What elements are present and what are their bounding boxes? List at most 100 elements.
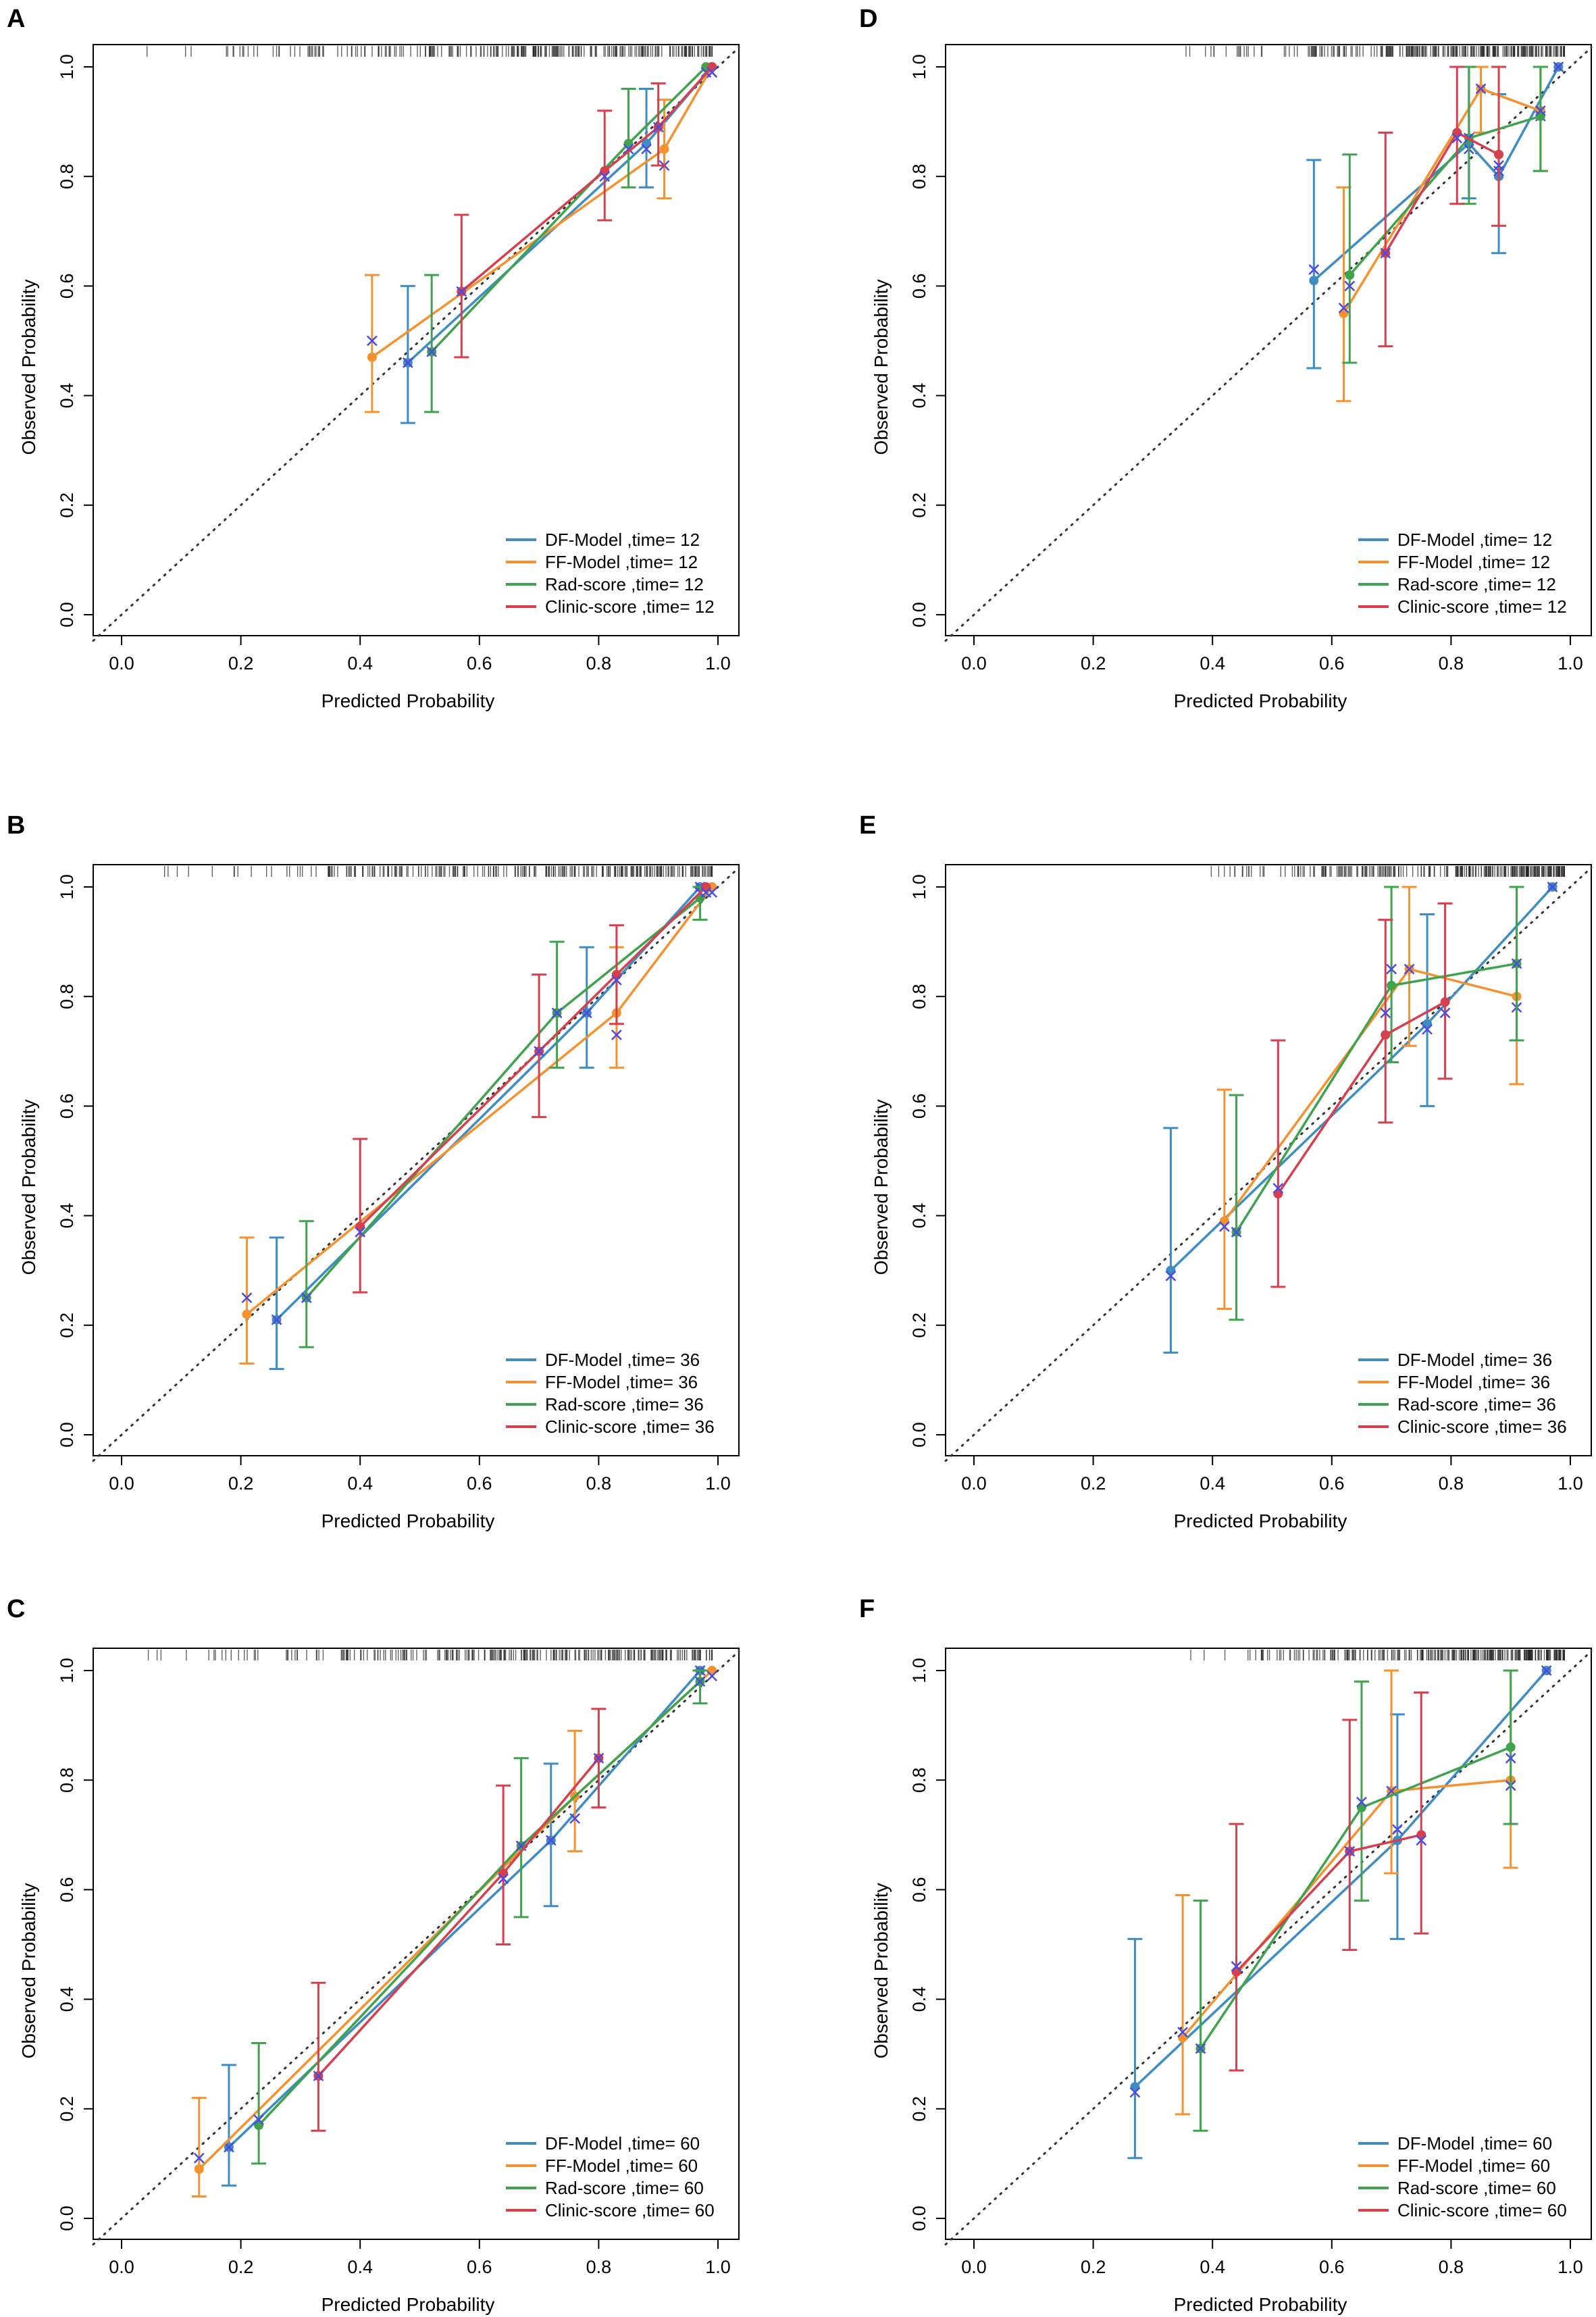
plot-frame <box>93 44 740 636</box>
panel-letter: B <box>7 811 25 840</box>
series-line <box>257 1680 701 2127</box>
x-tick-label: 0.8 <box>1439 1473 1464 1494</box>
y-axis-label: Observed Probability <box>871 280 892 455</box>
x-tick-label: 0.2 <box>1081 653 1106 673</box>
bias-corrected-marker <box>545 1835 557 1846</box>
x-tick-label: 0.8 <box>586 653 612 673</box>
data-point <box>1387 980 1397 990</box>
bias-corrected-marker <box>426 346 438 357</box>
series-line <box>317 1757 600 2077</box>
legend-label: DF-Model ,time= 60 <box>545 2133 700 2154</box>
bias-corrected-marker <box>271 1314 282 1325</box>
data-point <box>1505 1742 1516 1752</box>
x-tick-label: 0.6 <box>1319 1473 1345 1494</box>
bias-corrected-marker <box>241 1292 253 1304</box>
bias-corrected-marker <box>366 335 378 347</box>
x-tick-label: 1.0 <box>705 1473 731 1494</box>
y-tick-label: 0.4 <box>909 1987 929 2012</box>
bias-corrected-marker <box>193 2152 205 2164</box>
data-point <box>1381 1029 1391 1040</box>
x-tick-label: 0.6 <box>467 2257 492 2277</box>
rug-marks <box>1190 1650 1565 1660</box>
y-tick-label: 0.6 <box>57 1877 77 1903</box>
x-tick-label: 0.8 <box>586 2257 612 2277</box>
x-tick-label: 0.4 <box>347 653 373 673</box>
legend-label: DF-Model ,time= 12 <box>545 530 700 550</box>
data-point <box>1494 149 1504 159</box>
legend-label: FF-Model ,time= 60 <box>545 2156 698 2176</box>
bias-corrected-marker <box>1231 1961 1242 1972</box>
bias-corrected-marker <box>1177 2027 1188 2038</box>
y-tick-label: 0.2 <box>909 1313 929 1338</box>
x-tick-label: 0.2 <box>228 2257 254 2277</box>
x-tick-label: 0.4 <box>347 1473 373 1494</box>
data-point <box>659 144 669 154</box>
bias-corrected-marker <box>593 1752 604 1764</box>
x-tick-label: 0.4 <box>1200 1473 1225 1494</box>
series-ff <box>1216 886 1524 1310</box>
x-tick-label: 0.2 <box>1081 1473 1106 1494</box>
legend-label: Rad-score ,time= 12 <box>545 574 704 594</box>
data-point <box>1440 997 1450 1007</box>
y-tick-label: 0.8 <box>57 1767 77 1793</box>
x-tick-label: 0.2 <box>1081 2257 1106 2277</box>
panel-letter: D <box>859 5 877 33</box>
bias-corrected-marker <box>498 1873 509 1885</box>
bias-corrected-marker <box>1392 1824 1403 1835</box>
x-tick-label: 0.6 <box>467 653 492 673</box>
x-tick-label: 0.6 <box>467 1473 492 1494</box>
data-point <box>194 2164 204 2174</box>
y-tick-label: 0.0 <box>57 1422 77 1448</box>
y-tick-label: 0.6 <box>909 1877 929 1903</box>
series-line <box>1313 66 1560 282</box>
x-tick-label: 0.0 <box>961 1473 987 1494</box>
plot-frame <box>945 864 1592 1456</box>
bias-corrected-marker <box>1547 882 1558 892</box>
bias-corrected-marker <box>534 1046 544 1057</box>
x-tick-label: 0.2 <box>228 1473 254 1494</box>
legend-label: FF-Model ,time= 60 <box>1397 2156 1550 2176</box>
calibration-panel-e: E 0.0 0.2 0.4 0.6 0.8 1.0 0.0 0.2 0.4 0.6 0.8 1.0 Pre… <box>859 811 1593 1531</box>
ideal-diagonal-line <box>92 47 740 642</box>
x-tick-label: 0.2 <box>228 653 254 673</box>
legend-label: Rad-score ,time= 36 <box>545 1394 704 1415</box>
legend-label: Clinic-score ,time= 60 <box>1397 2200 1567 2220</box>
bias-corrected-marker <box>1129 2087 1141 2098</box>
series-clinic <box>1229 1691 1429 2072</box>
legend-label: FF-Model ,time= 36 <box>545 1372 698 1392</box>
bias-corrected-marker <box>569 1813 580 1824</box>
y-tick-label: 0.6 <box>57 1094 77 1119</box>
bias-corrected-marker <box>1541 1665 1552 1676</box>
y-tick-label: 0.4 <box>909 383 929 409</box>
x-tick-label: 1.0 <box>705 653 731 673</box>
bias-corrected-marker <box>694 1676 706 1687</box>
bias-corrected-marker <box>355 1227 366 1238</box>
series-rad <box>251 1669 708 2165</box>
y-tick-label: 0.2 <box>57 2096 77 2122</box>
bias-corrected-marker <box>1553 61 1564 72</box>
bias-corrected-marker <box>1272 1183 1284 1194</box>
x-tick-label: 0.6 <box>1319 2257 1345 2277</box>
x-axis-label: Predicted Probability <box>1174 1510 1347 1531</box>
x-tick-label: 0.0 <box>109 653 134 673</box>
x-tick-label: 1.0 <box>1558 653 1583 673</box>
plot-frame <box>945 1648 1592 2240</box>
x-tick-label: 0.4 <box>347 2257 373 2277</box>
x-axis-label: Predicted Probability <box>1174 2294 1347 2315</box>
legend-label: Clinic-score ,time= 36 <box>1397 1417 1567 1437</box>
y-tick-label: 1.0 <box>57 874 77 900</box>
rug-marks <box>1210 866 1565 877</box>
x-tick-label: 1.0 <box>705 2257 731 2277</box>
y-tick-label: 0.4 <box>909 1203 929 1229</box>
series-line <box>276 886 701 1321</box>
y-axis-label: Observed Probability <box>18 280 39 455</box>
legend-label: DF-Model ,time= 36 <box>1397 1350 1552 1370</box>
bias-corrected-marker <box>1511 958 1522 969</box>
y-tick-label: 0.2 <box>909 492 929 518</box>
bias-corrected-marker <box>253 2114 264 2125</box>
series-line <box>1181 1779 1511 2039</box>
bias-corrected-marker <box>1231 1227 1242 1238</box>
x-tick-label: 0.4 <box>1200 653 1225 673</box>
series-line <box>1348 115 1541 276</box>
